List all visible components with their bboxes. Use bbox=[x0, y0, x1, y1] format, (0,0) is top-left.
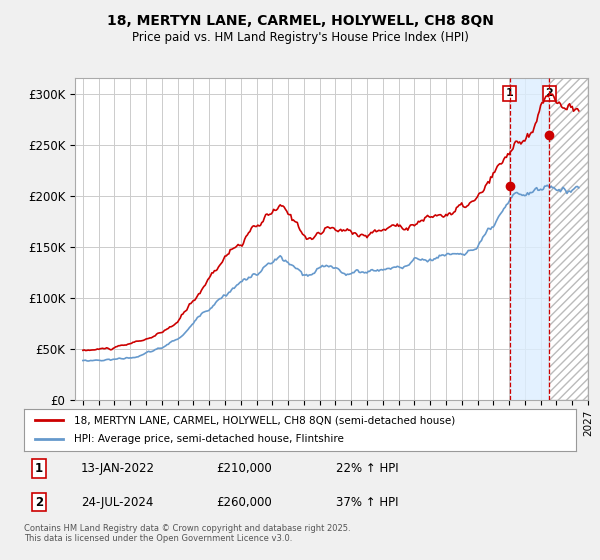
Text: 37% ↑ HPI: 37% ↑ HPI bbox=[336, 496, 398, 508]
Text: Price paid vs. HM Land Registry's House Price Index (HPI): Price paid vs. HM Land Registry's House … bbox=[131, 31, 469, 44]
Text: 24-JUL-2024: 24-JUL-2024 bbox=[81, 496, 154, 508]
Bar bbox=[550, 78, 588, 400]
Text: Contains HM Land Registry data © Crown copyright and database right 2025.
This d: Contains HM Land Registry data © Crown c… bbox=[24, 524, 350, 543]
Text: 18, MERTYN LANE, CARMEL, HOLYWELL, CH8 8QN: 18, MERTYN LANE, CARMEL, HOLYWELL, CH8 8… bbox=[107, 14, 493, 28]
Text: 2: 2 bbox=[35, 496, 43, 508]
Text: 1: 1 bbox=[506, 88, 514, 98]
Text: HPI: Average price, semi-detached house, Flintshire: HPI: Average price, semi-detached house,… bbox=[74, 435, 344, 445]
Text: £210,000: £210,000 bbox=[216, 462, 272, 475]
Text: 18, MERTYN LANE, CARMEL, HOLYWELL, CH8 8QN (semi-detached house): 18, MERTYN LANE, CARMEL, HOLYWELL, CH8 8… bbox=[74, 415, 455, 425]
Text: 2: 2 bbox=[545, 88, 553, 98]
Text: 22% ↑ HPI: 22% ↑ HPI bbox=[336, 462, 398, 475]
Text: 1: 1 bbox=[35, 462, 43, 475]
Bar bbox=[510, 78, 550, 400]
Text: 13-JAN-2022: 13-JAN-2022 bbox=[81, 462, 155, 475]
Text: £260,000: £260,000 bbox=[216, 496, 272, 508]
